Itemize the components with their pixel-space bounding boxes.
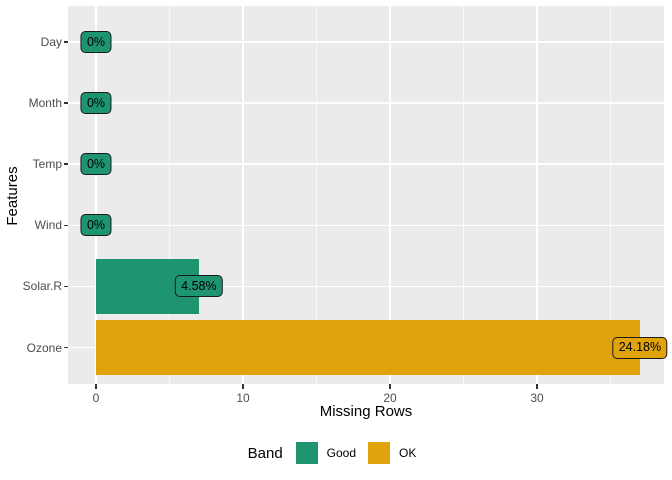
major-gridline xyxy=(95,6,97,384)
x-tick-label: 10 xyxy=(236,391,250,405)
x-tick-mark xyxy=(95,384,97,389)
y-tick-mark xyxy=(63,224,68,227)
bar xyxy=(96,320,640,375)
x-tick-label: 30 xyxy=(530,391,544,405)
legend-label: OK xyxy=(399,446,417,460)
legend-label: Good xyxy=(326,446,357,460)
y-tick-mark xyxy=(63,346,68,349)
y-tick-label: Temp xyxy=(32,157,62,172)
bar-label: 24.18% xyxy=(612,336,668,359)
y-axis-title: Features xyxy=(4,166,21,226)
y-tick-label: Day xyxy=(40,35,62,49)
bar-label: 0% xyxy=(80,214,112,237)
x-tick-mark xyxy=(242,384,244,389)
x-tick-label: 0 xyxy=(92,391,100,405)
major-gridline xyxy=(68,41,664,43)
y-tick-mark xyxy=(63,41,68,43)
bar-label: 0% xyxy=(80,31,112,53)
minor-gridline xyxy=(169,6,170,384)
major-gridline xyxy=(68,102,664,104)
bar-label: 0% xyxy=(80,153,112,176)
legend: Band Good OK xyxy=(0,442,672,464)
y-tick-mark xyxy=(63,163,68,165)
major-gridline xyxy=(536,6,538,384)
x-tick-mark xyxy=(389,384,391,389)
legend-swatch-ok xyxy=(368,442,391,464)
legend-entry: OK xyxy=(368,442,424,464)
y-tick-label: Solar.R xyxy=(22,279,62,294)
legend-swatch-good xyxy=(295,442,318,464)
plot-panel: 0% 0% 0% 0% 4.58% 24.18% xyxy=(68,6,668,384)
y-tick-label: Month xyxy=(28,96,62,111)
legend-title: Band xyxy=(247,444,283,462)
bar-label: 4.58% xyxy=(174,275,224,298)
major-gridline xyxy=(389,6,391,384)
major-gridline xyxy=(68,285,664,288)
x-axis-title: Missing Rows xyxy=(319,403,413,420)
y-tick-label: Wind xyxy=(34,218,62,233)
major-gridline xyxy=(242,6,244,384)
y-tick-mark xyxy=(63,102,68,104)
y-tick-mark xyxy=(63,285,68,288)
bar-label: 0% xyxy=(80,92,112,115)
minor-gridline xyxy=(316,6,317,384)
x-tick-mark xyxy=(536,384,538,389)
y-tick-label: Ozone xyxy=(26,340,62,355)
x-tick-label: 20 xyxy=(383,391,397,405)
major-gridline xyxy=(68,224,664,227)
major-gridline xyxy=(68,163,664,165)
minor-gridline xyxy=(463,6,464,384)
minor-gridline xyxy=(610,6,611,384)
legend-entry: Good xyxy=(295,442,364,464)
